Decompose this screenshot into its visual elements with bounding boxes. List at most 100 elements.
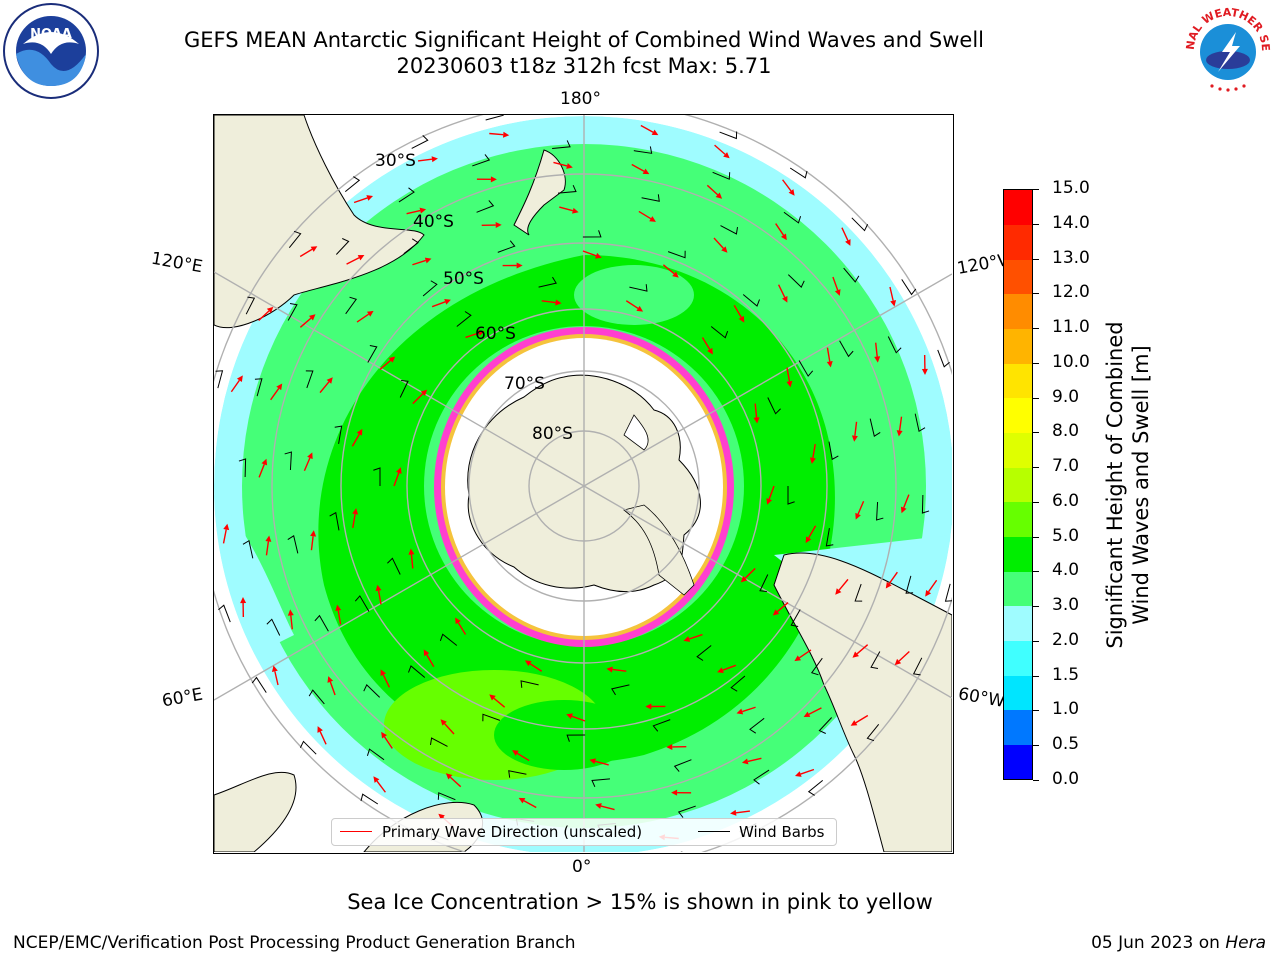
graticule [214,115,953,853]
wave-arrow-head [894,658,902,666]
wind-barb [245,296,256,315]
colorbar-band [1004,536,1032,572]
wave-legend-swatch [340,831,372,832]
footer-host: Hera [1225,933,1266,953]
wave-arrow [444,723,455,735]
wind-barb [238,458,247,477]
wind-barb [242,539,254,559]
wave-arrow [377,590,382,605]
wave-arrow [337,610,342,625]
wind-barb [582,230,602,238]
wind-barb [921,495,930,514]
wind-barb [437,792,456,801]
colorbar-band [1004,501,1032,537]
wind-barb [843,267,860,283]
wind-barb [712,171,731,180]
wave-arrow-head [595,252,602,259]
wave-arrow [875,342,878,357]
wind-barb [439,633,458,646]
wave-arrow [733,304,742,318]
wave-arrow [706,184,719,196]
wind-barb [408,665,426,678]
wave-arrow-head [309,314,316,321]
wave-arrow-head [721,246,728,253]
footer-date-text: 05 Jun 2023 on [1091,933,1220,953]
wave-arrow [754,403,758,418]
wave-arrow [742,706,756,713]
wind-barb [482,713,501,722]
colorbar-label-line2: Wind Waves and Swell [m] [1129,345,1153,625]
wave-arrow [356,313,370,323]
colorbar-tick [1033,640,1039,642]
wind-barb [818,717,833,734]
wave-arrow-head [356,428,363,436]
colorbar-tick [1033,293,1039,295]
colorbar-tick-label: 10.0 [1052,351,1090,372]
wave-arrow [222,529,227,544]
wave-arrow [800,768,815,775]
sea-ice-note: Sea Ice Concentration > 15% is shown in … [347,890,933,914]
wind-barb [329,511,340,531]
wave-arrow [714,144,726,155]
wave-arrow-head [671,789,678,796]
wave-arrow [612,668,627,672]
wave-arrow [352,513,356,528]
wave-arrow [595,760,609,766]
colorbar-tick-label: 4.0 [1052,560,1080,581]
wave-arrow-head [326,377,333,384]
wave-arrow-head [885,581,892,589]
wind-barb [905,575,914,594]
colorbar-band [1004,467,1032,503]
colorbar-tick-label: 3.0 [1052,595,1080,616]
footer-date: 05 Jun 2023 on Hera [1091,933,1266,953]
africa-land [214,771,297,853]
colorbar [1003,189,1033,780]
lon-label-0: 0° [572,857,592,877]
wave-arrow [310,536,314,551]
wave-arrow [776,602,789,613]
wave-arrow [353,197,368,204]
wave-arrow [808,525,817,539]
wave-arrow [631,163,645,172]
wind-barb [266,618,281,636]
wind-barb [667,250,686,259]
wave-arrow [928,579,938,593]
wave-arrow-head [236,375,243,383]
wave-arrow-head [766,498,773,505]
wave-arrow [744,567,756,579]
colorbar-label-line1: Significant Height of Combined [1103,321,1127,649]
wave-arrow [541,300,556,304]
wave-arrow [417,158,433,162]
wave-arrow [412,259,426,266]
wind-barb [218,604,231,623]
wave-arrow [775,223,785,236]
wave-arrow-head [327,676,334,683]
wave-arrow-head [223,523,230,531]
wave-arrow-head [835,588,842,595]
chart-title: GEFS MEAN Antarctic Significant Height o… [183,28,985,52]
wind-barb [629,284,648,292]
wave-arrow [431,301,446,308]
colorbar-tick-label: 1.5 [1052,664,1080,685]
lat-label-50s: 50°S [443,269,484,289]
noaa-logo-text: NOAA [30,27,72,42]
wave-arrow-head [524,660,532,667]
wave-arrow [854,421,858,436]
wave-arrow [516,752,530,762]
wave-arrow-head [606,666,613,673]
wave-arrow-head [375,584,382,592]
wave-arrow [346,257,360,265]
wind-barb [308,689,325,705]
wave-arrow-head [730,809,737,816]
wave-arrow-head [395,467,402,474]
wind-barb [284,451,292,471]
wave-arrow [782,179,792,192]
colorbar-tick [1033,710,1039,712]
wave-arrow-head [477,330,485,336]
wave-arrow-head [444,299,451,305]
colorbar-tick-label: 0.5 [1052,734,1080,755]
wave-arrow-head [900,506,907,514]
wave-arrow [303,457,311,472]
colorbar-tick [1033,223,1039,225]
wave-arrow-head [317,726,323,733]
